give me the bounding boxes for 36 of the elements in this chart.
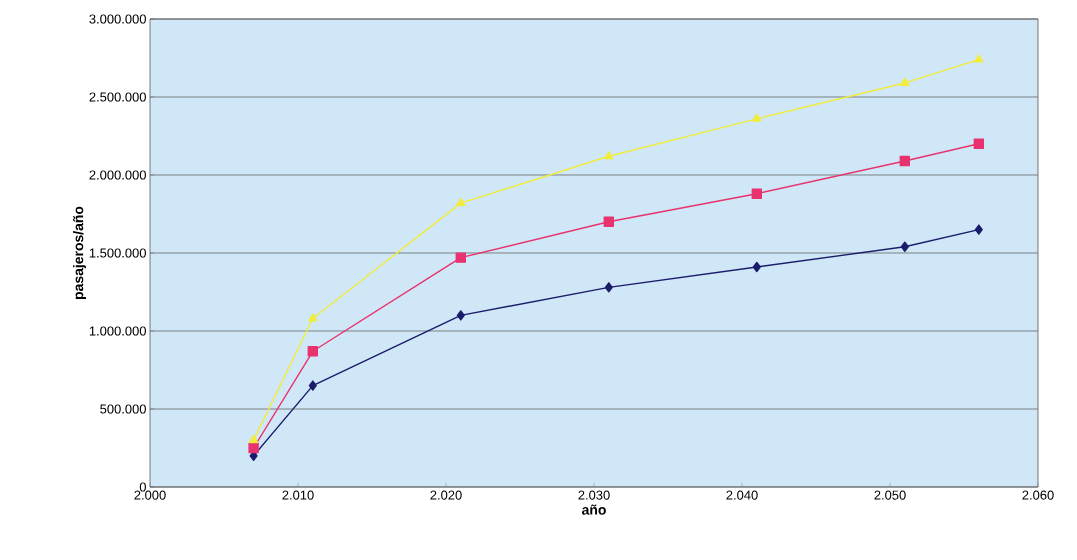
y-tick-label: 3.000.000	[89, 14, 146, 24]
point	[900, 241, 909, 252]
point	[308, 380, 317, 391]
point	[308, 313, 318, 322]
y-tick-label: 1.500.000	[89, 248, 146, 258]
x-tick-label: 2.040	[726, 490, 758, 500]
y-tick-label: 0	[139, 482, 146, 492]
point	[899, 155, 911, 167]
y-tick-label: 2.500.000	[89, 92, 146, 102]
x-tick-label: 2.000	[134, 490, 166, 500]
x-tick-label: 2.010	[282, 490, 314, 500]
y-tick-label: 500.000	[100, 404, 146, 414]
x-tick-label: 2.050	[874, 490, 906, 500]
point	[307, 346, 318, 357]
point	[604, 282, 613, 293]
point	[974, 224, 983, 235]
point	[973, 138, 985, 149]
point	[900, 77, 910, 86]
y-tick-label: 1.000.000	[89, 326, 146, 336]
point	[248, 442, 259, 454]
x-tick-label: 2.020	[430, 490, 462, 500]
point	[751, 188, 763, 199]
point	[974, 54, 984, 63]
y-axis-title: pasajeros/año	[73, 206, 87, 299]
point	[752, 261, 761, 273]
point	[456, 310, 465, 321]
point	[455, 252, 466, 263]
point	[603, 216, 615, 227]
point	[604, 151, 614, 160]
x-axis-title: año	[582, 504, 606, 515]
point	[249, 435, 259, 444]
x-tick-label: 2.060	[1022, 490, 1054, 500]
y-tick-label: 2.000.000	[89, 170, 146, 180]
point	[456, 197, 466, 207]
point	[752, 113, 762, 122]
x-tick-label: 2.030	[578, 490, 610, 500]
